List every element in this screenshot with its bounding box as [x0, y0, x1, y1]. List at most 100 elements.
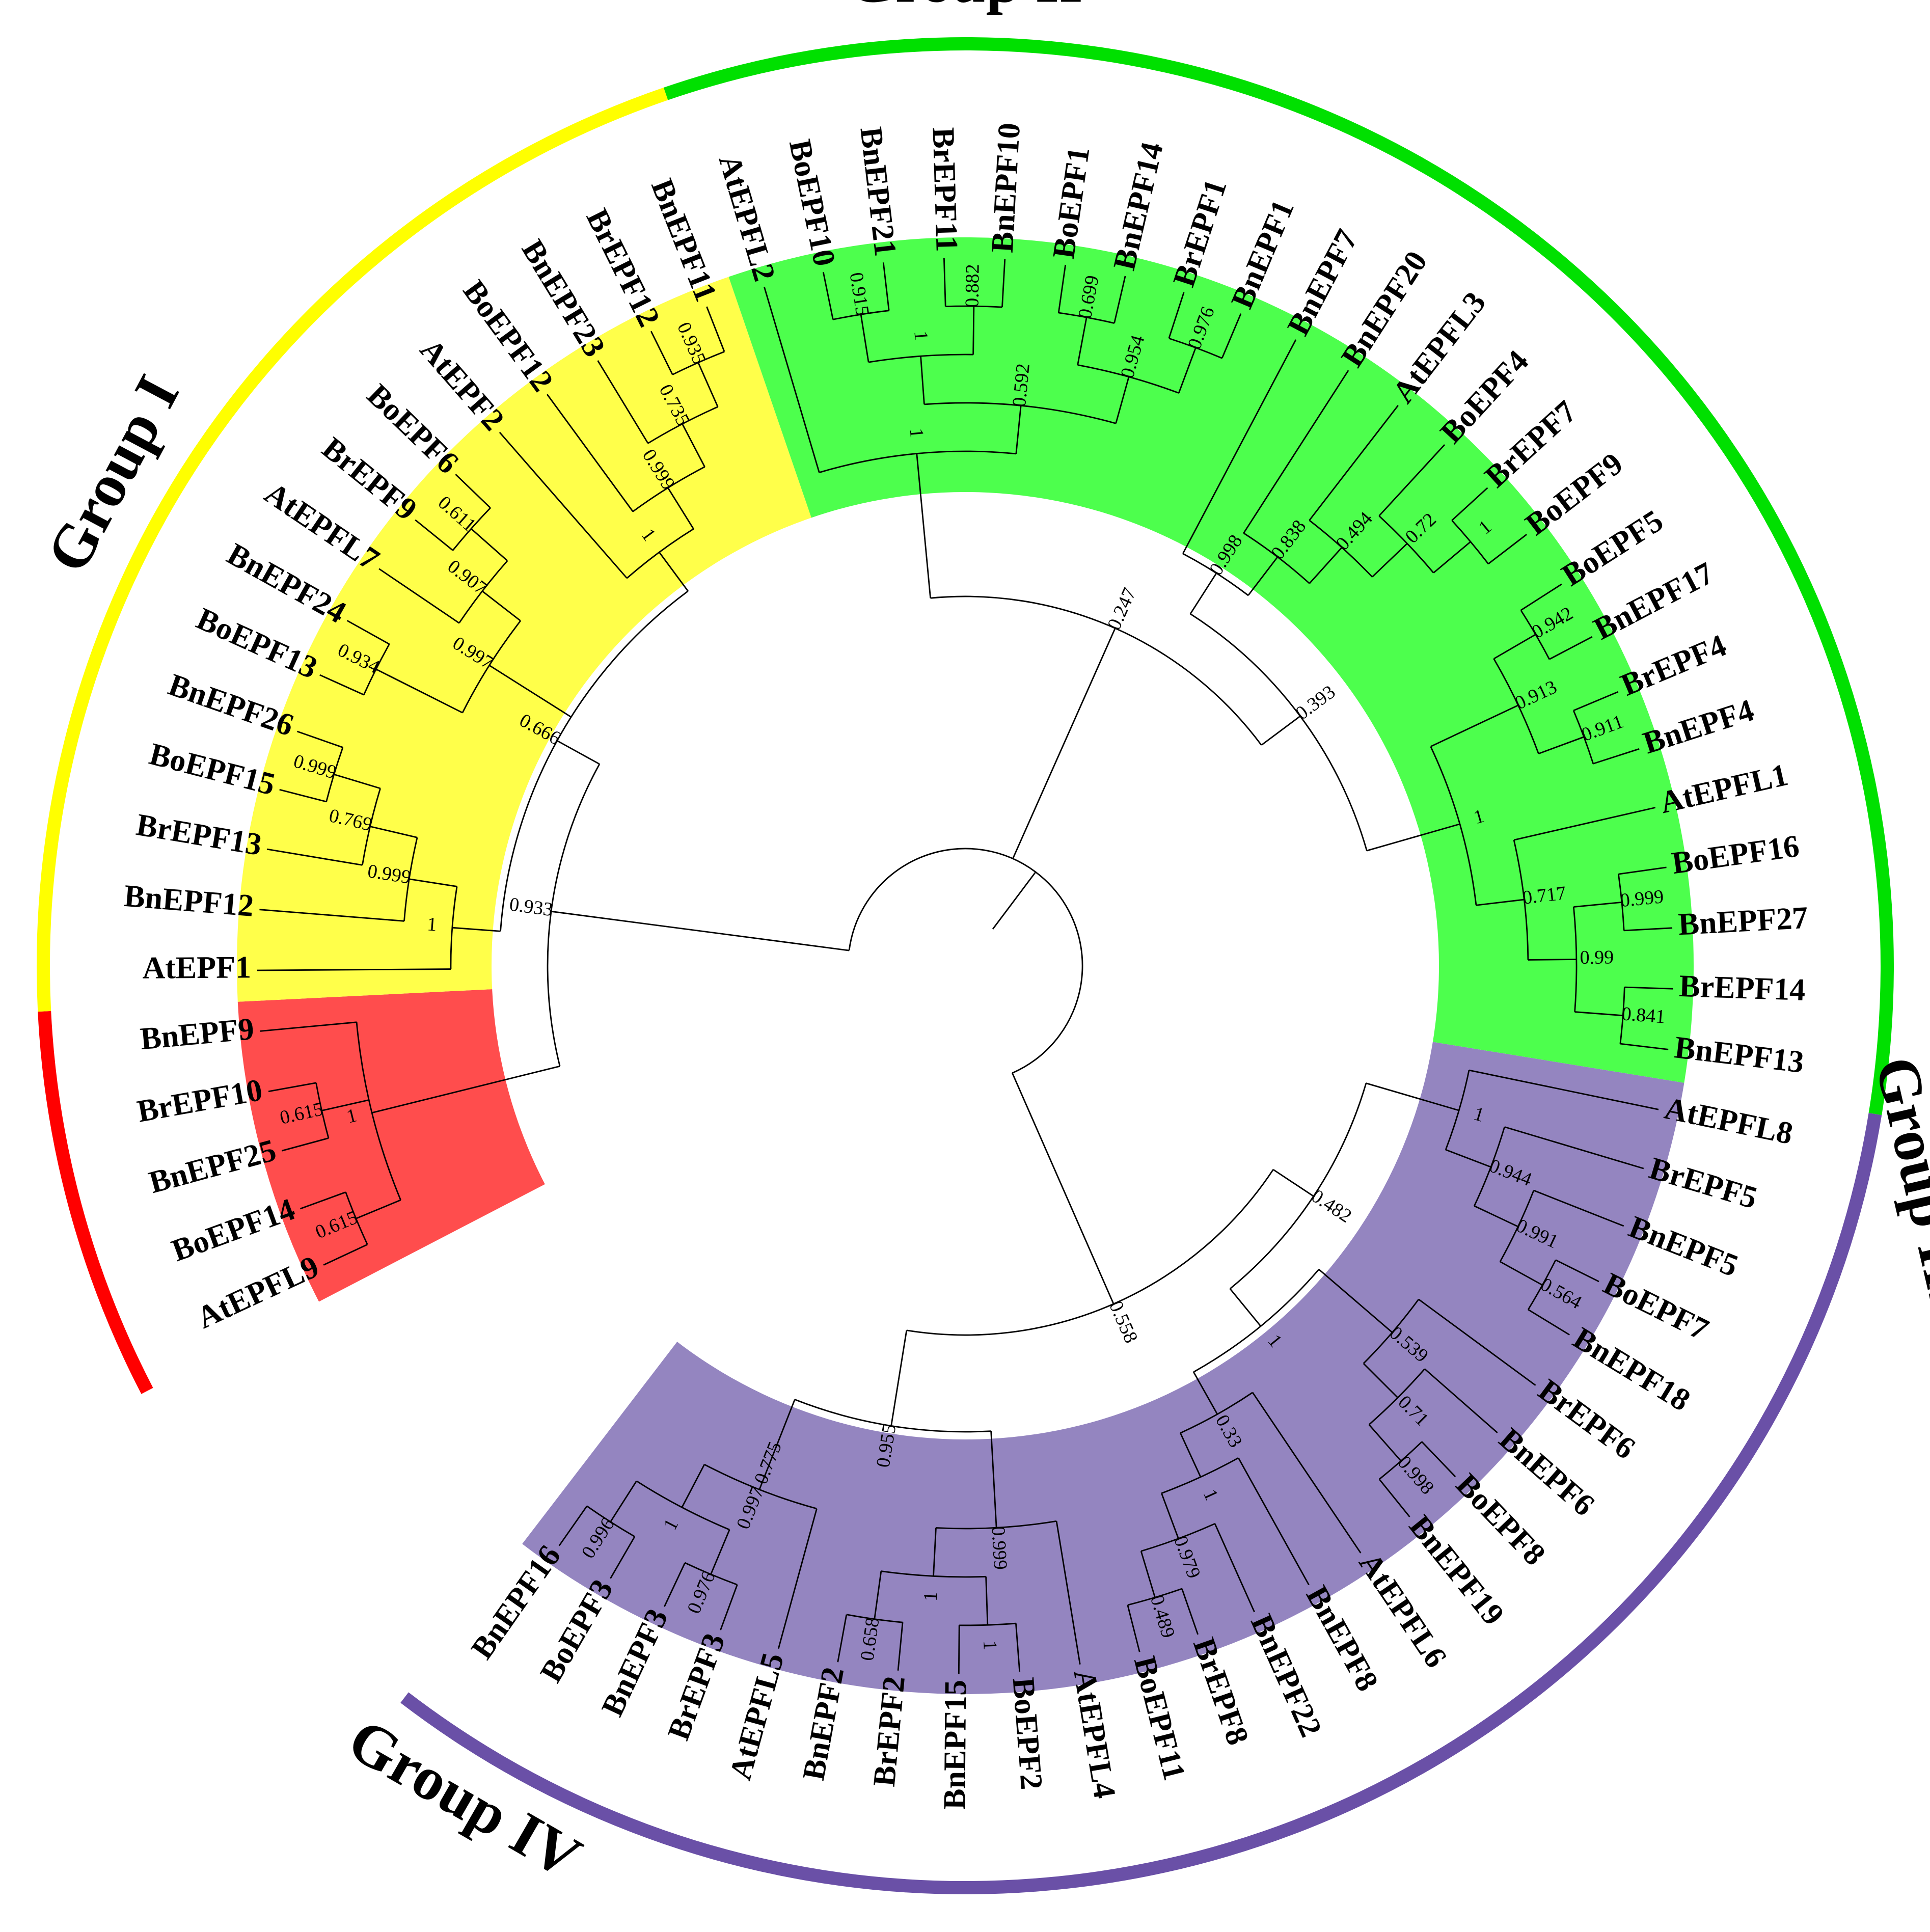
branch-line: [1057, 264, 1067, 313]
branch-line: [1574, 1011, 1623, 1017]
branch-arc: [848, 848, 1083, 1074]
branch-line: [481, 590, 521, 621]
ring-g4: [400, 1112, 1882, 1894]
branch-line: [1012, 628, 1116, 859]
branch-line: [1366, 823, 1460, 852]
leaf-label: BnEPF12: [123, 879, 255, 923]
branch-line: [682, 423, 705, 468]
branch-line: [409, 878, 457, 887]
branch-line: [667, 487, 694, 530]
branch-arc: [1513, 839, 1529, 960]
branch-line: [356, 1199, 401, 1219]
branch-line: [1193, 1371, 1218, 1415]
branch-arc: [403, 837, 418, 921]
branch-line: [1182, 339, 1297, 554]
branch-line: [375, 668, 463, 714]
bootstrap-value: 0.999: [1619, 886, 1665, 911]
branch-line: [1237, 1457, 1310, 1586]
leaf-label: BoEPF2: [1005, 1676, 1049, 1791]
branch-line: [1214, 1523, 1255, 1613]
bootstrap-value: 1: [920, 1591, 942, 1602]
leaf-label: BrEPF5: [1645, 1151, 1761, 1215]
branch-arc: [1363, 1298, 1420, 1364]
leaf-label: BoEPF1: [1046, 145, 1097, 261]
branch-line: [415, 519, 453, 551]
branch-line: [1620, 1043, 1669, 1050]
branch-line: [1077, 317, 1088, 365]
branch-line: [837, 1614, 848, 1663]
leaf-label: BnEPF4: [1639, 693, 1758, 760]
branch-line: [990, 1431, 997, 1528]
branch-line: [1272, 1168, 1314, 1197]
leaf-label: BnEPF7: [1281, 224, 1365, 341]
branch-arc: [632, 466, 705, 512]
branch-arc: [794, 1399, 991, 1433]
ring-g1: [38, 1011, 153, 1394]
branch-arc: [1573, 907, 1578, 1012]
branch-line: [706, 306, 725, 352]
branch-line: [1469, 1069, 1659, 1110]
branch-line: [697, 362, 719, 407]
leaf-label: BrEPF11: [926, 127, 964, 252]
branch-line: [455, 474, 491, 509]
leaf-label: BnEPF11: [644, 174, 723, 306]
branch-line: [370, 826, 418, 838]
branch-line: [1115, 376, 1130, 424]
leaf-label: AtEPFL1: [1657, 757, 1791, 820]
branch-arc: [356, 1022, 401, 1201]
branch-line: [920, 356, 925, 405]
branch-line: [1513, 807, 1656, 841]
branch-line: [1451, 487, 1488, 521]
leaf-label: BnEPF8: [1299, 1581, 1385, 1697]
leaf-label: BnEPF25: [145, 1133, 280, 1200]
branch-line: [882, 262, 890, 311]
leaf-label: AtEPFL5: [723, 1649, 791, 1784]
leaf-label: BnEPF14: [1107, 139, 1170, 274]
leaf-label: BoEPF7: [1598, 1266, 1714, 1347]
branch-line: [1555, 1259, 1599, 1283]
branch-arc: [930, 595, 1262, 746]
branch-line: [260, 1021, 357, 1032]
branch-line: [897, 1622, 904, 1671]
branch-arc: [1378, 515, 1434, 574]
branch-line: [1252, 1392, 1362, 1554]
branch-line: [972, 306, 975, 355]
leaf-label: BoEPF10: [782, 137, 842, 269]
branch-line: [1445, 1149, 1491, 1168]
branch-line: [1309, 547, 1343, 584]
leaf-label: BrEPF13: [134, 807, 264, 862]
branch-arc: [1430, 746, 1477, 906]
bootstrap-value: 0.882: [962, 264, 984, 308]
leaf-label: BrEPF3: [661, 1629, 732, 1745]
branch-line: [1538, 736, 1585, 755]
branch-arc: [1243, 532, 1310, 584]
bootstrap-value: 1: [905, 427, 928, 439]
branch-arc: [1527, 1260, 1557, 1310]
branch-line: [1618, 866, 1667, 875]
branch-arc: [868, 353, 973, 363]
branch-arc: [1127, 1588, 1182, 1606]
group-rings: [37, 37, 1894, 1894]
branch-line: [681, 1464, 705, 1508]
leaf-label: BnEPF26: [164, 667, 298, 743]
branch-line: [259, 909, 404, 922]
branch-line: [452, 927, 501, 932]
branch-line: [1378, 444, 1446, 516]
branch-line: [720, 1584, 738, 1630]
branch-line: [985, 1576, 989, 1625]
branch-line: [1127, 1604, 1140, 1652]
branch-arc: [1309, 520, 1373, 578]
branch-line: [1421, 1441, 1456, 1478]
branch-line: [1181, 1588, 1199, 1635]
branch-line: [1378, 1479, 1410, 1517]
leaf-label: BnEPF15: [937, 1680, 973, 1810]
branch-line: [1533, 1189, 1624, 1227]
branch-line: [1189, 573, 1217, 614]
branch-line: [764, 286, 820, 473]
branch-line: [1500, 1261, 1543, 1286]
branch-line: [1433, 541, 1471, 574]
leaf-label: BoEPF16: [1670, 829, 1801, 881]
tree-branches: [257, 258, 1673, 1674]
bootstrap-value: 0.717: [1521, 882, 1567, 909]
branch-line: [488, 665, 572, 718]
